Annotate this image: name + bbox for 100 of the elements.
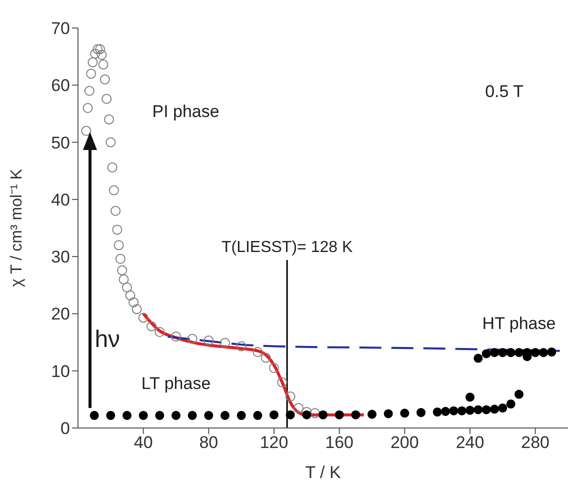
point: [92, 44, 103, 54]
point: [416, 408, 426, 418]
point: [128, 297, 139, 308]
x-tick-label: 240: [456, 433, 484, 452]
point: [82, 102, 93, 114]
point: [146, 321, 157, 332]
point: [514, 390, 524, 399]
point: [155, 410, 164, 420]
x-tick-label: 80: [199, 433, 218, 452]
point: [187, 334, 198, 344]
point: [351, 410, 360, 420]
point: [95, 44, 106, 54]
point: [538, 348, 548, 358]
point: [125, 290, 136, 300]
point: [293, 402, 304, 414]
point: [107, 162, 118, 172]
point: [449, 406, 458, 416]
point: [285, 392, 296, 402]
annotation: LT phase: [141, 374, 211, 394]
point: [84, 86, 94, 96]
point: [106, 410, 116, 420]
point: [170, 332, 182, 342]
point: [114, 240, 124, 250]
point: [236, 341, 246, 352]
point: [482, 405, 491, 414]
point: [96, 50, 107, 60]
ref-line-label: T(LIESST)= 128 K: [221, 239, 353, 256]
point: [268, 362, 280, 374]
point: [204, 410, 214, 420]
point: [457, 406, 466, 416]
point: [498, 403, 508, 413]
point: [465, 406, 475, 415]
point: [236, 410, 246, 420]
point: [367, 410, 377, 419]
point: [154, 326, 165, 338]
point: [302, 410, 312, 420]
point: [506, 348, 516, 358]
x-tick-label: 200: [390, 433, 419, 452]
point: [318, 410, 328, 420]
point: [122, 410, 132, 420]
y-axis-title: χ T / cm³ mol⁻¹ K: [8, 168, 26, 287]
x-tick-label: 40: [134, 433, 153, 452]
y-tick-label: 40: [51, 190, 70, 210]
point: [490, 348, 500, 358]
point: [432, 407, 442, 417]
point: [482, 349, 491, 358]
point: [138, 410, 148, 420]
x-axis-title: T / K: [305, 463, 342, 482]
annotation: hν: [94, 326, 120, 354]
point: [440, 406, 450, 416]
y-tick-label: 10: [51, 362, 70, 381]
y-tick-label: 0: [60, 419, 70, 438]
point: [138, 312, 148, 323]
point: [474, 405, 483, 414]
point: [252, 346, 263, 358]
annotation: HT phase: [482, 314, 556, 334]
point: [86, 68, 96, 79]
point: [90, 410, 99, 420]
point: [465, 392, 475, 402]
point: [506, 399, 516, 409]
point: [220, 410, 230, 420]
point: [110, 206, 121, 216]
x-tick-label: 280: [521, 433, 550, 452]
annotation: PI phase: [152, 102, 220, 122]
point: [102, 94, 112, 104]
point: [204, 336, 214, 346]
x-tick-label: 160: [325, 433, 354, 452]
point: [286, 410, 295, 420]
point: [334, 410, 344, 420]
point: [81, 126, 92, 136]
point: [171, 410, 181, 420]
y-tick-label: 70: [51, 19, 70, 38]
point: [108, 185, 119, 196]
point: [132, 304, 142, 314]
point: [269, 410, 279, 420]
point: [115, 254, 126, 264]
point: [88, 57, 98, 68]
y-tick-label: 30: [51, 248, 70, 267]
point: [490, 404, 500, 414]
y-tick-label: 60: [51, 76, 70, 96]
point: [98, 60, 108, 70]
point: [277, 377, 288, 388]
point: [188, 410, 197, 420]
point: [90, 48, 100, 59]
point: [118, 274, 129, 284]
point: [220, 338, 230, 348]
point: [104, 114, 114, 124]
x-tick-label: 120: [260, 433, 288, 452]
point: [253, 410, 262, 420]
point: [112, 224, 122, 235]
point: [498, 348, 508, 358]
y-tick-label: 20: [51, 304, 70, 324]
point: [310, 408, 320, 418]
y-tick-label: 50: [51, 133, 70, 152]
point: [260, 352, 271, 363]
point: [106, 137, 116, 148]
annotation: 0.5 T: [485, 82, 524, 102]
point: [384, 409, 393, 418]
point: [400, 408, 410, 418]
point: [547, 347, 556, 357]
